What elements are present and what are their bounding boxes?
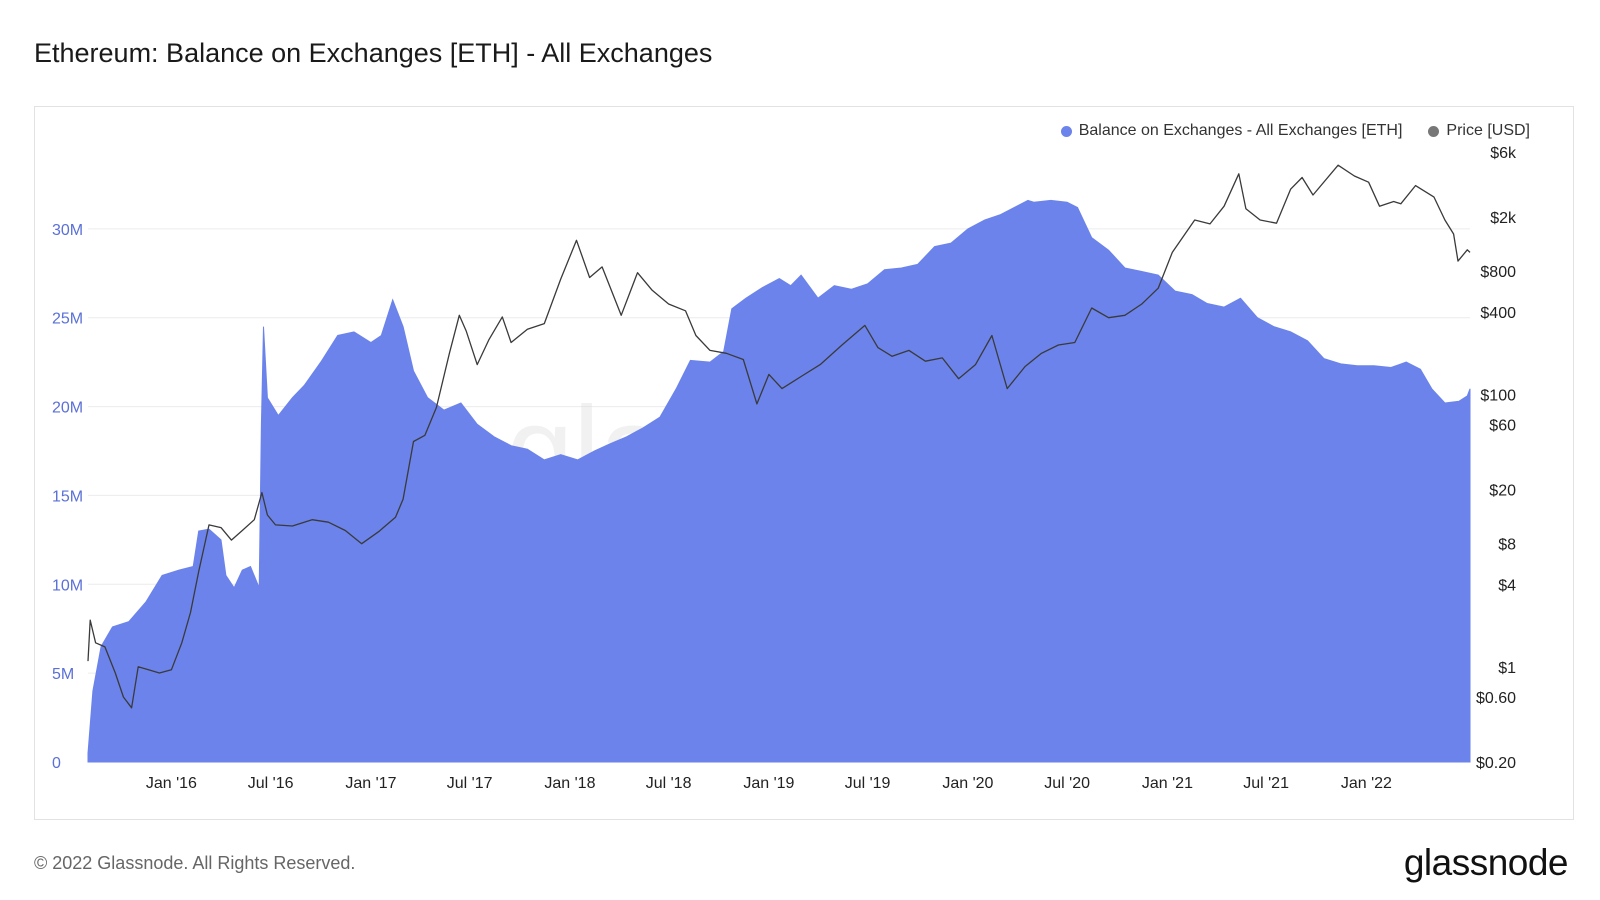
right-tick-label: $0.20 [1476, 755, 1516, 772]
x-tick-label: Jul '17 [447, 775, 493, 792]
x-tick-label: Jan '17 [345, 775, 396, 792]
right-tick-label: $8 [1498, 537, 1516, 554]
legend-item-balance[interactable]: Balance on Exchanges - All Exchanges [ET… [1060, 122, 1403, 140]
right-tick-label: $100 [1480, 387, 1516, 404]
left-y-axis: 0 5M 10M 15M 20M 25M 30M [52, 222, 83, 772]
right-tick-label: $60 [1489, 417, 1516, 434]
x-tick-label: Jul '19 [845, 775, 891, 792]
legend-label-balance: Balance on Exchanges - All Exchanges [ET… [1078, 122, 1403, 139]
left-tick-label: 20M [52, 400, 83, 417]
x-tick-label: Jan '22 [1341, 775, 1392, 792]
x-tick-label: Jul '20 [1044, 775, 1090, 792]
x-axis: Jan '16 Jul '16 Jan '17 Jul '17 Jan '18 Jul '… [146, 775, 1392, 792]
right-tick-label: $0.60 [1476, 690, 1516, 707]
right-tick-label: $20 [1489, 483, 1516, 500]
left-tick-label: 30M [52, 222, 83, 239]
right-tick-label: $6k [1490, 145, 1517, 162]
x-tick-label: Jan '21 [1142, 775, 1193, 792]
legend-dot-price [1428, 125, 1440, 137]
right-tick-label: $800 [1480, 264, 1516, 281]
chart-legend[interactable]: Balance on Exchanges - All Exchanges [ET… [1060, 122, 1530, 140]
glassnode-logo[interactable]: glassnode [1403, 842, 1569, 883]
legend-item-price[interactable]: Price [USD] [1428, 122, 1530, 140]
left-tick-label: 25M [52, 311, 83, 328]
right-tick-label: $400 [1480, 305, 1516, 322]
price-line [87, 164, 1471, 709]
left-tick-label: 10M [52, 577, 83, 594]
legend-dot-balance [1060, 125, 1072, 137]
right-tick-label: $2k [1490, 210, 1517, 227]
x-tick-label: Jul '21 [1243, 775, 1289, 792]
copyright-text: © 2022 Glassnode. All Rights Reserved. [34, 853, 356, 873]
x-tick-label: Jan '18 [544, 775, 595, 792]
right-tick-label: $4 [1498, 578, 1516, 595]
left-tick-label: 0 [52, 755, 61, 772]
left-tick-label: 5M [52, 666, 74, 683]
x-tick-label: Jul '16 [248, 775, 294, 792]
x-tick-label: Jan '20 [942, 775, 993, 792]
x-tick-label: Jan '19 [743, 775, 794, 792]
right-tick-label: $1 [1498, 660, 1516, 677]
balance-area [87, 199, 1471, 763]
right-y-axis: $0.20 $0.60 $1 $4 $8 $20 $60 $100 $400 $800 $2k $6k [1476, 145, 1517, 772]
price-line-series [87, 164, 1471, 709]
x-tick-label: Jul '18 [646, 775, 692, 792]
page-title: Ethereum: Balance on Exchanges [ETH] - A… [34, 38, 713, 68]
left-tick-label: 15M [52, 488, 83, 505]
x-tick-label: Jan '16 [146, 775, 197, 792]
legend-label-price: Price [USD] [1446, 122, 1530, 139]
balance-area-series [87, 199, 1471, 763]
